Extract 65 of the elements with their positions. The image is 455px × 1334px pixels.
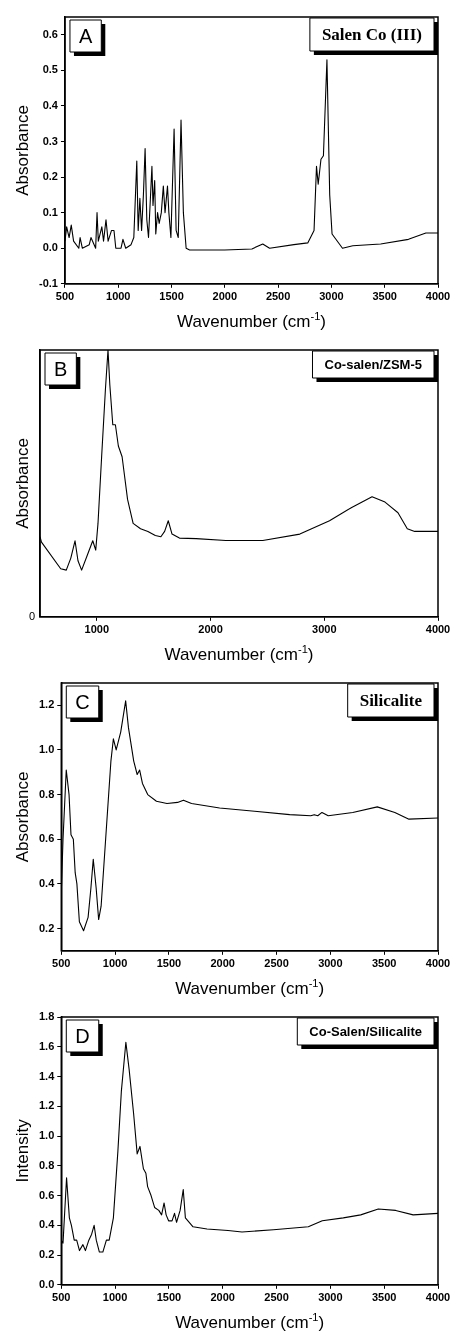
y-tick-label: 0.0 [38,1277,55,1290]
y-tick-label: 0.2 [38,921,55,934]
x-tick-label: 4000 [425,623,451,636]
y-tick-label: 1.2 [38,698,55,711]
x-tick-label: 2000 [210,957,235,970]
x-tick-label: 3000 [318,957,343,970]
x-tick-label: 3000 [319,290,344,303]
x-tick-label: 2500 [265,290,291,303]
y-tick-label: -0.1 [38,276,58,289]
x-tick-label: 4000 [425,1291,451,1304]
y-tick-label: 0.3 [42,134,58,147]
y-tick-label: 0.0 [42,241,58,254]
y-tick-label: 0.5 [42,63,58,76]
text: Silicalite [359,690,423,710]
y-tick-label: 0.1 [42,205,58,218]
y-tick-label: 1.4 [38,1069,56,1082]
y-axis-title: Absorbance [13,105,32,196]
x-tick-label: 3000 [312,623,337,636]
x-tick-label: 1500 [156,957,182,970]
x-tick-label: 3500 [371,1291,397,1304]
x-tick-label: 1500 [159,290,184,303]
annotation: C [75,690,90,713]
x-tick-label: 2500 [264,1291,289,1304]
y-tick-label: 0.4 [38,1218,56,1231]
x-tick-label: 3500 [371,957,397,970]
y-tick-label: 1.6 [38,1039,55,1052]
x-tick-label: 4000 [425,290,451,303]
y-tick-label: 0.4 [42,98,59,111]
x-tick-label: 1500 [156,1291,182,1304]
x-tick-label: 500 [55,290,75,303]
y-tick-label: 0.8 [38,787,55,800]
y-tick-label: 0.2 [42,170,58,183]
y-tick-label: 1.8 [38,1010,55,1023]
annotation: B [54,357,68,380]
y-tick-label: 1.0 [38,742,55,755]
y-tick-label: 0.2 [38,1248,55,1261]
text: Co-salen/ZSM-5 [324,357,422,373]
y-axis-title: Absorbance [13,438,32,529]
x-tick-label: 2000 [198,623,223,636]
x-tick-label: 3500 [372,290,397,303]
text: 0 [28,609,35,622]
x-tick-label: 2000 [212,290,238,303]
text: Salen Co (III) [321,24,422,44]
y-tick-label: 0.6 [38,832,55,845]
x-tick-label: 4000 [425,957,451,970]
x-tick-label: 2000 [210,1291,235,1304]
x-tick-label: 2500 [264,957,289,970]
x-tick-label: 1000 [84,623,110,636]
annotation: D [75,1024,90,1047]
text: Co-Salen/Silicalite [309,1024,422,1040]
y-tick-label: 0.6 [38,1188,55,1201]
y-axis-title: Absorbance [13,771,32,863]
y-tick-label: 1.2 [38,1099,55,1112]
annotation: A [78,24,93,47]
x-tick-label: 3000 [318,1291,343,1304]
x-tick-label: 1000 [102,957,128,970]
y-tick-label: 1.0 [38,1129,55,1142]
y-tick-label: 0.6 [42,27,58,40]
x-tick-label: 1000 [102,1291,128,1304]
y-tick-label: 0.4 [38,876,56,889]
x-tick-label: 500 [52,957,71,970]
x-tick-label: 1000 [106,290,131,303]
y-tick-label: 0.8 [38,1158,55,1171]
x-tick-label: 500 [52,1291,71,1304]
y-axis-title: Intensity [13,1118,32,1183]
